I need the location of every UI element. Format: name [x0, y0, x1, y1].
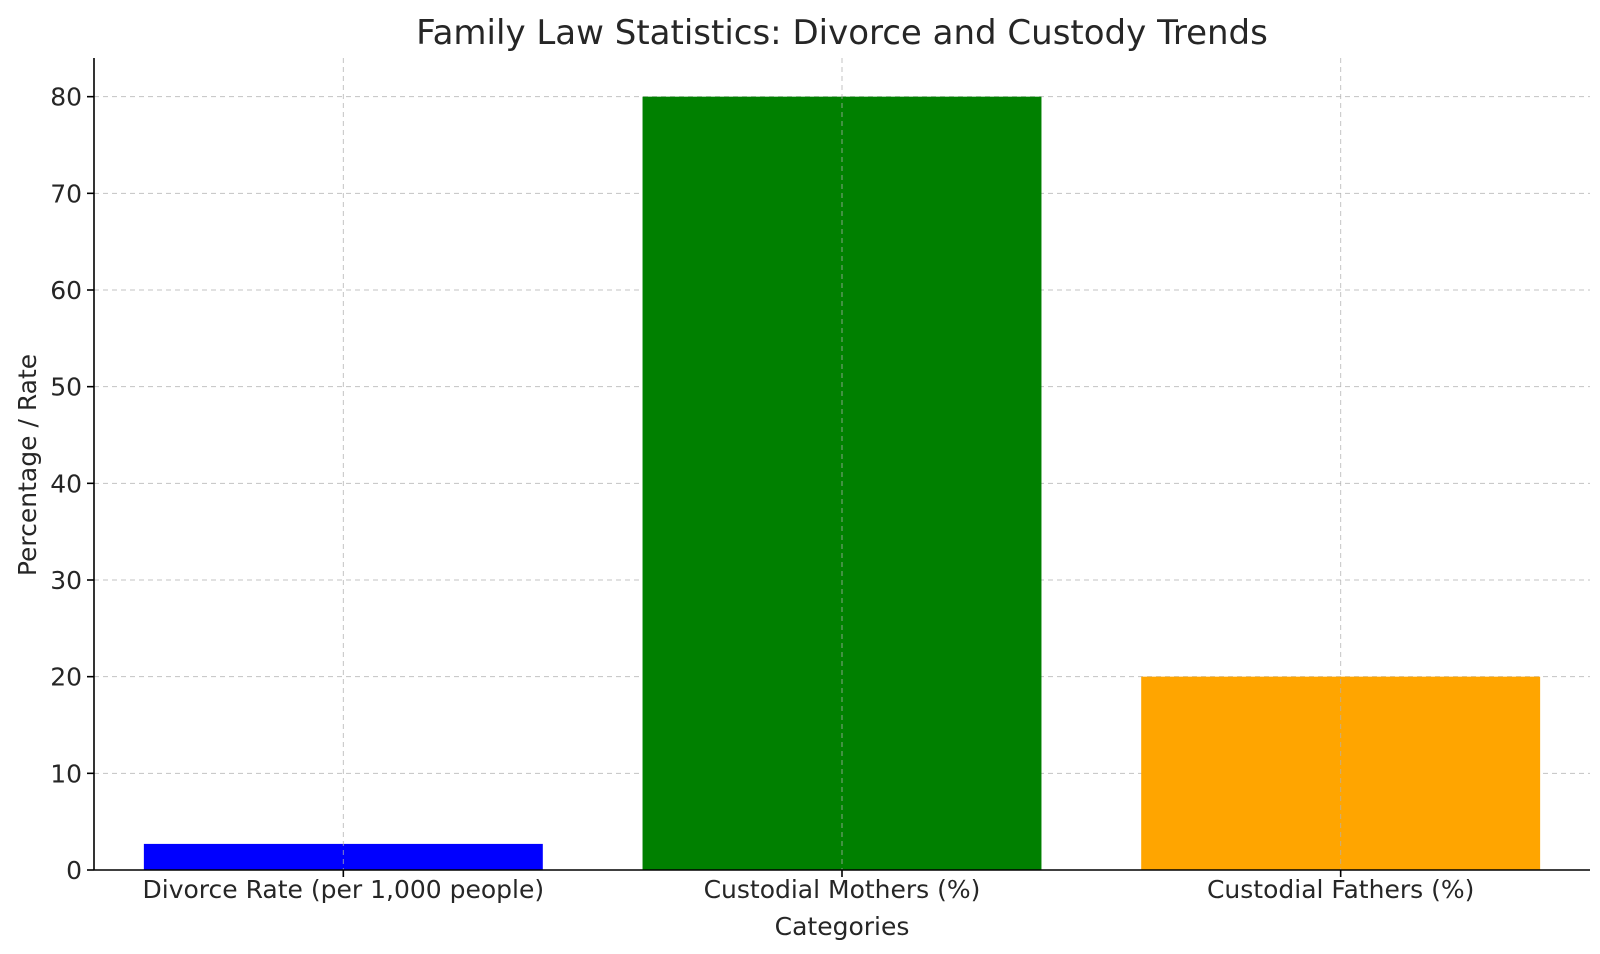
y-axis-label: Percentage / Rate	[13, 354, 42, 576]
x-tick-label: Custodial Fathers (%)	[1207, 875, 1474, 904]
x-axis-label: Categories	[775, 912, 910, 941]
x-tick-label: Custodial Mothers (%)	[704, 875, 981, 904]
bar	[143, 843, 543, 870]
y-tick-label: 60	[50, 276, 82, 305]
y-tick-label: 0	[66, 856, 82, 885]
x-tick-label: Divorce Rate (per 1,000 people)	[143, 875, 545, 904]
y-tick-label: 30	[50, 566, 82, 595]
y-tick-label: 70	[50, 179, 82, 208]
y-tick-label: 50	[50, 373, 82, 402]
axis-layer: 0 10 20 30 40 50 60 70 80 Divorce Rate (per 1,000…	[50, 58, 1590, 904]
chart-title: Family Law Statistics: Divorce and Custo…	[416, 13, 1268, 53]
y-tick-label: 20	[50, 663, 82, 692]
y-tick-label: 40	[50, 469, 82, 498]
y-tick-label: 10	[50, 759, 82, 788]
y-tick-label: 80	[50, 83, 82, 112]
x-grid-layer	[342, 58, 1342, 870]
